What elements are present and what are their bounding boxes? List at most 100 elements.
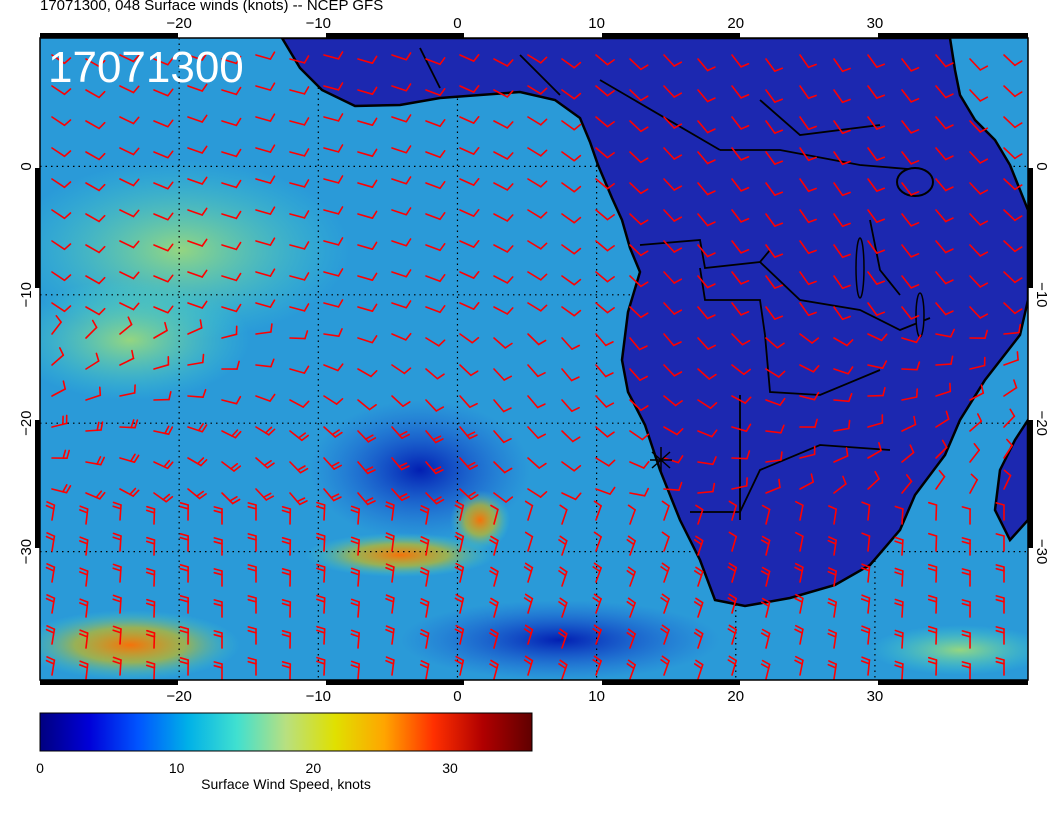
wind-barb	[221, 360, 240, 370]
wind-barb	[697, 306, 716, 320]
wind-barb	[629, 120, 649, 133]
wind-barb	[731, 116, 750, 130]
wind-barb	[391, 83, 412, 92]
wind-barb	[794, 624, 804, 645]
wind-barb	[391, 114, 412, 123]
wind-barb	[1003, 85, 1023, 98]
wind-barb	[697, 399, 718, 410]
wind-barb	[459, 395, 478, 409]
wind-barb	[153, 243, 174, 252]
wind-barb	[693, 597, 704, 618]
wind-barb	[860, 656, 871, 676]
wind-barb	[527, 54, 548, 64]
wind-barb	[935, 302, 954, 316]
wind-barb	[527, 488, 548, 498]
wind-barb	[357, 241, 378, 250]
wind-barb	[760, 659, 771, 680]
wind-barb	[894, 660, 904, 680]
strong-wind-band	[40, 610, 240, 680]
wind-barb	[323, 395, 344, 405]
wind-barb	[119, 453, 140, 464]
wind-barb	[316, 625, 326, 645]
wind-barb	[187, 353, 205, 366]
wind-barb	[697, 337, 717, 350]
wind-barb	[85, 421, 104, 432]
wind-barb	[935, 209, 954, 223]
wind-barb	[663, 481, 683, 492]
wind-barb	[901, 213, 920, 227]
wind-barb	[727, 655, 738, 676]
wind-barb	[425, 368, 445, 380]
wind-barb	[901, 361, 921, 371]
wind-barb	[281, 536, 292, 556]
wind-barb	[350, 567, 361, 587]
lake-malawi	[915, 292, 925, 338]
wind-barb	[119, 116, 140, 125]
wind-barb	[323, 268, 344, 277]
wind-barb	[119, 147, 140, 156]
wind-barb	[827, 629, 838, 649]
wind-barb	[561, 368, 580, 382]
africa-landmass	[280, 38, 1028, 608]
wind-barb	[454, 624, 465, 645]
wind-barb	[731, 450, 751, 460]
wind-barb	[323, 426, 343, 438]
wind-barb	[221, 303, 242, 313]
wind-barb	[561, 337, 581, 350]
wind-barb	[45, 656, 56, 676]
wind-barb	[867, 147, 886, 161]
wind-barb	[289, 210, 310, 219]
lon-tick-label: −10	[306, 15, 331, 32]
country-borders	[419, 47, 931, 520]
lat-tick-label: −30	[1033, 539, 1050, 564]
wind-barb	[112, 625, 122, 645]
strong-wind-band	[305, 533, 495, 577]
wind-barb	[289, 430, 310, 442]
wind-barb	[1003, 408, 1016, 428]
wind-barb	[995, 595, 1005, 614]
wind-barb	[833, 392, 853, 403]
wind-barb	[493, 120, 514, 129]
wind-barb	[419, 505, 430, 525]
wind-barb	[799, 147, 817, 162]
wind-barb	[255, 82, 276, 91]
wind-barb	[799, 178, 817, 193]
wind-barb	[187, 114, 208, 123]
wind-barb	[833, 366, 854, 375]
wind-barb	[247, 533, 257, 552]
wind-barb	[593, 531, 602, 552]
wind-barb	[663, 147, 683, 160]
wind-barb	[901, 120, 920, 134]
wind-barb	[255, 51, 276, 60]
wind-barb	[935, 116, 954, 130]
wind-barb	[119, 240, 140, 249]
wind-barb	[833, 419, 851, 432]
wind-barb	[1003, 178, 1023, 191]
wind-barb	[459, 426, 478, 440]
wind-barb	[731, 477, 748, 490]
wind-barb	[828, 505, 838, 525]
wind-barb	[595, 426, 615, 438]
wind-barb	[247, 502, 257, 521]
wind-barb	[995, 564, 1005, 583]
wind-barb	[961, 568, 971, 587]
wind-barb	[731, 364, 752, 376]
wind-barb	[1003, 379, 1018, 397]
wind-barb	[119, 54, 140, 63]
wind-barb	[350, 598, 361, 618]
wind-barb	[765, 58, 784, 72]
wind-barb	[153, 57, 174, 66]
colorbar-tick-label: 20	[306, 760, 322, 776]
wind-barb	[527, 178, 548, 188]
wind-barb	[731, 209, 750, 223]
wind-barb	[833, 475, 847, 494]
wind-barb	[255, 268, 276, 277]
wind-barb	[593, 500, 602, 521]
wind-barb	[935, 328, 956, 338]
wind-barb	[79, 536, 89, 556]
wind-barb	[79, 660, 89, 680]
wind-barb	[935, 54, 954, 68]
wind-barb	[391, 395, 411, 408]
wind-barb	[419, 598, 430, 618]
